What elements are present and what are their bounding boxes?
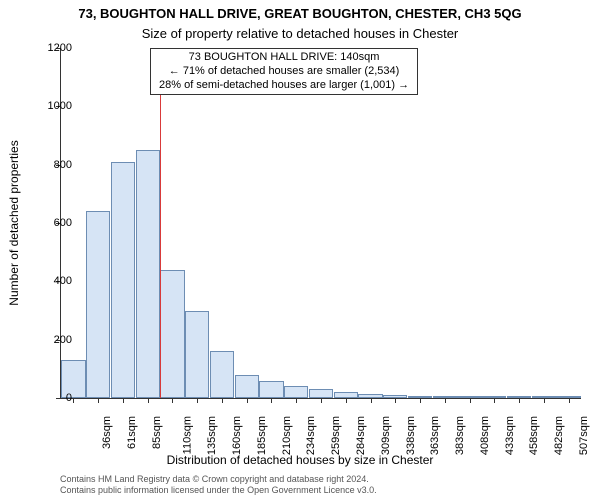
histogram-bar xyxy=(309,389,333,398)
y-tick-label: 0 xyxy=(66,392,72,404)
x-tick-label: 458sqm xyxy=(528,416,540,455)
histogram-bar xyxy=(259,381,283,399)
x-tick-label: 36sqm xyxy=(101,416,113,449)
chart-title-address: 73, BOUGHTON HALL DRIVE, GREAT BOUGHTON,… xyxy=(0,6,600,21)
x-tick-label: 160sqm xyxy=(231,416,243,455)
x-tick-label: 363sqm xyxy=(429,416,441,455)
chart-container: 73, BOUGHTON HALL DRIVE, GREAT BOUGHTON,… xyxy=(0,0,600,500)
x-tick-label: 433sqm xyxy=(504,416,516,455)
x-tick-label: 284sqm xyxy=(355,416,367,455)
annotation-line-2: ← 71% of detached houses are smaller (2,… xyxy=(159,65,409,79)
x-tick-label: 482sqm xyxy=(553,416,565,455)
x-tick-label: 234sqm xyxy=(306,416,318,455)
y-tick-label: 200 xyxy=(54,334,72,346)
plot-area xyxy=(60,48,581,399)
histogram-bar xyxy=(210,351,234,398)
annotation-line-1: 73 BOUGHTON HALL DRIVE: 140sqm xyxy=(159,51,409,65)
x-tick-label: 507sqm xyxy=(578,416,590,455)
y-tick-label: 600 xyxy=(54,217,72,229)
histogram-bar xyxy=(111,162,135,398)
x-tick-label: 383sqm xyxy=(454,416,466,455)
y-tick-label: 800 xyxy=(54,159,72,171)
x-tick-label: 408sqm xyxy=(479,416,491,455)
footer-line-1: Contains HM Land Registry data © Crown c… xyxy=(60,474,377,485)
x-tick-label: 85sqm xyxy=(151,416,163,449)
x-tick-label: 259sqm xyxy=(330,416,342,455)
histogram-bar xyxy=(160,270,184,398)
histogram-bar xyxy=(136,150,160,398)
y-tick-label: 1000 xyxy=(48,100,72,112)
footer-attribution: Contains HM Land Registry data © Crown c… xyxy=(60,474,377,496)
y-tick-label: 1200 xyxy=(48,42,72,54)
footer-line-2: Contains public information licensed und… xyxy=(60,485,377,496)
annotation-box: 73 BOUGHTON HALL DRIVE: 140sqm ← 71% of … xyxy=(150,48,418,95)
histogram-bar xyxy=(61,360,85,398)
histogram-bar xyxy=(284,386,308,398)
y-tick-label: 400 xyxy=(54,275,72,287)
histogram-bar xyxy=(185,311,209,399)
histogram-bar xyxy=(86,211,110,398)
x-tick-label: 210sqm xyxy=(281,416,293,455)
y-axis-label: Number of detached properties xyxy=(7,140,21,305)
x-tick-label: 309sqm xyxy=(380,416,392,455)
x-tick-label: 338sqm xyxy=(405,416,417,455)
x-tick-label: 135sqm xyxy=(207,416,219,455)
x-tick-label: 61sqm xyxy=(126,416,138,449)
x-tick-label: 185sqm xyxy=(256,416,268,455)
x-tick-label: 110sqm xyxy=(181,416,193,454)
histogram-bar xyxy=(235,375,259,398)
annotation-line-3: 28% of semi-detached houses are larger (… xyxy=(159,79,409,93)
chart-subtitle: Size of property relative to detached ho… xyxy=(0,26,600,41)
reference-line xyxy=(160,48,161,398)
